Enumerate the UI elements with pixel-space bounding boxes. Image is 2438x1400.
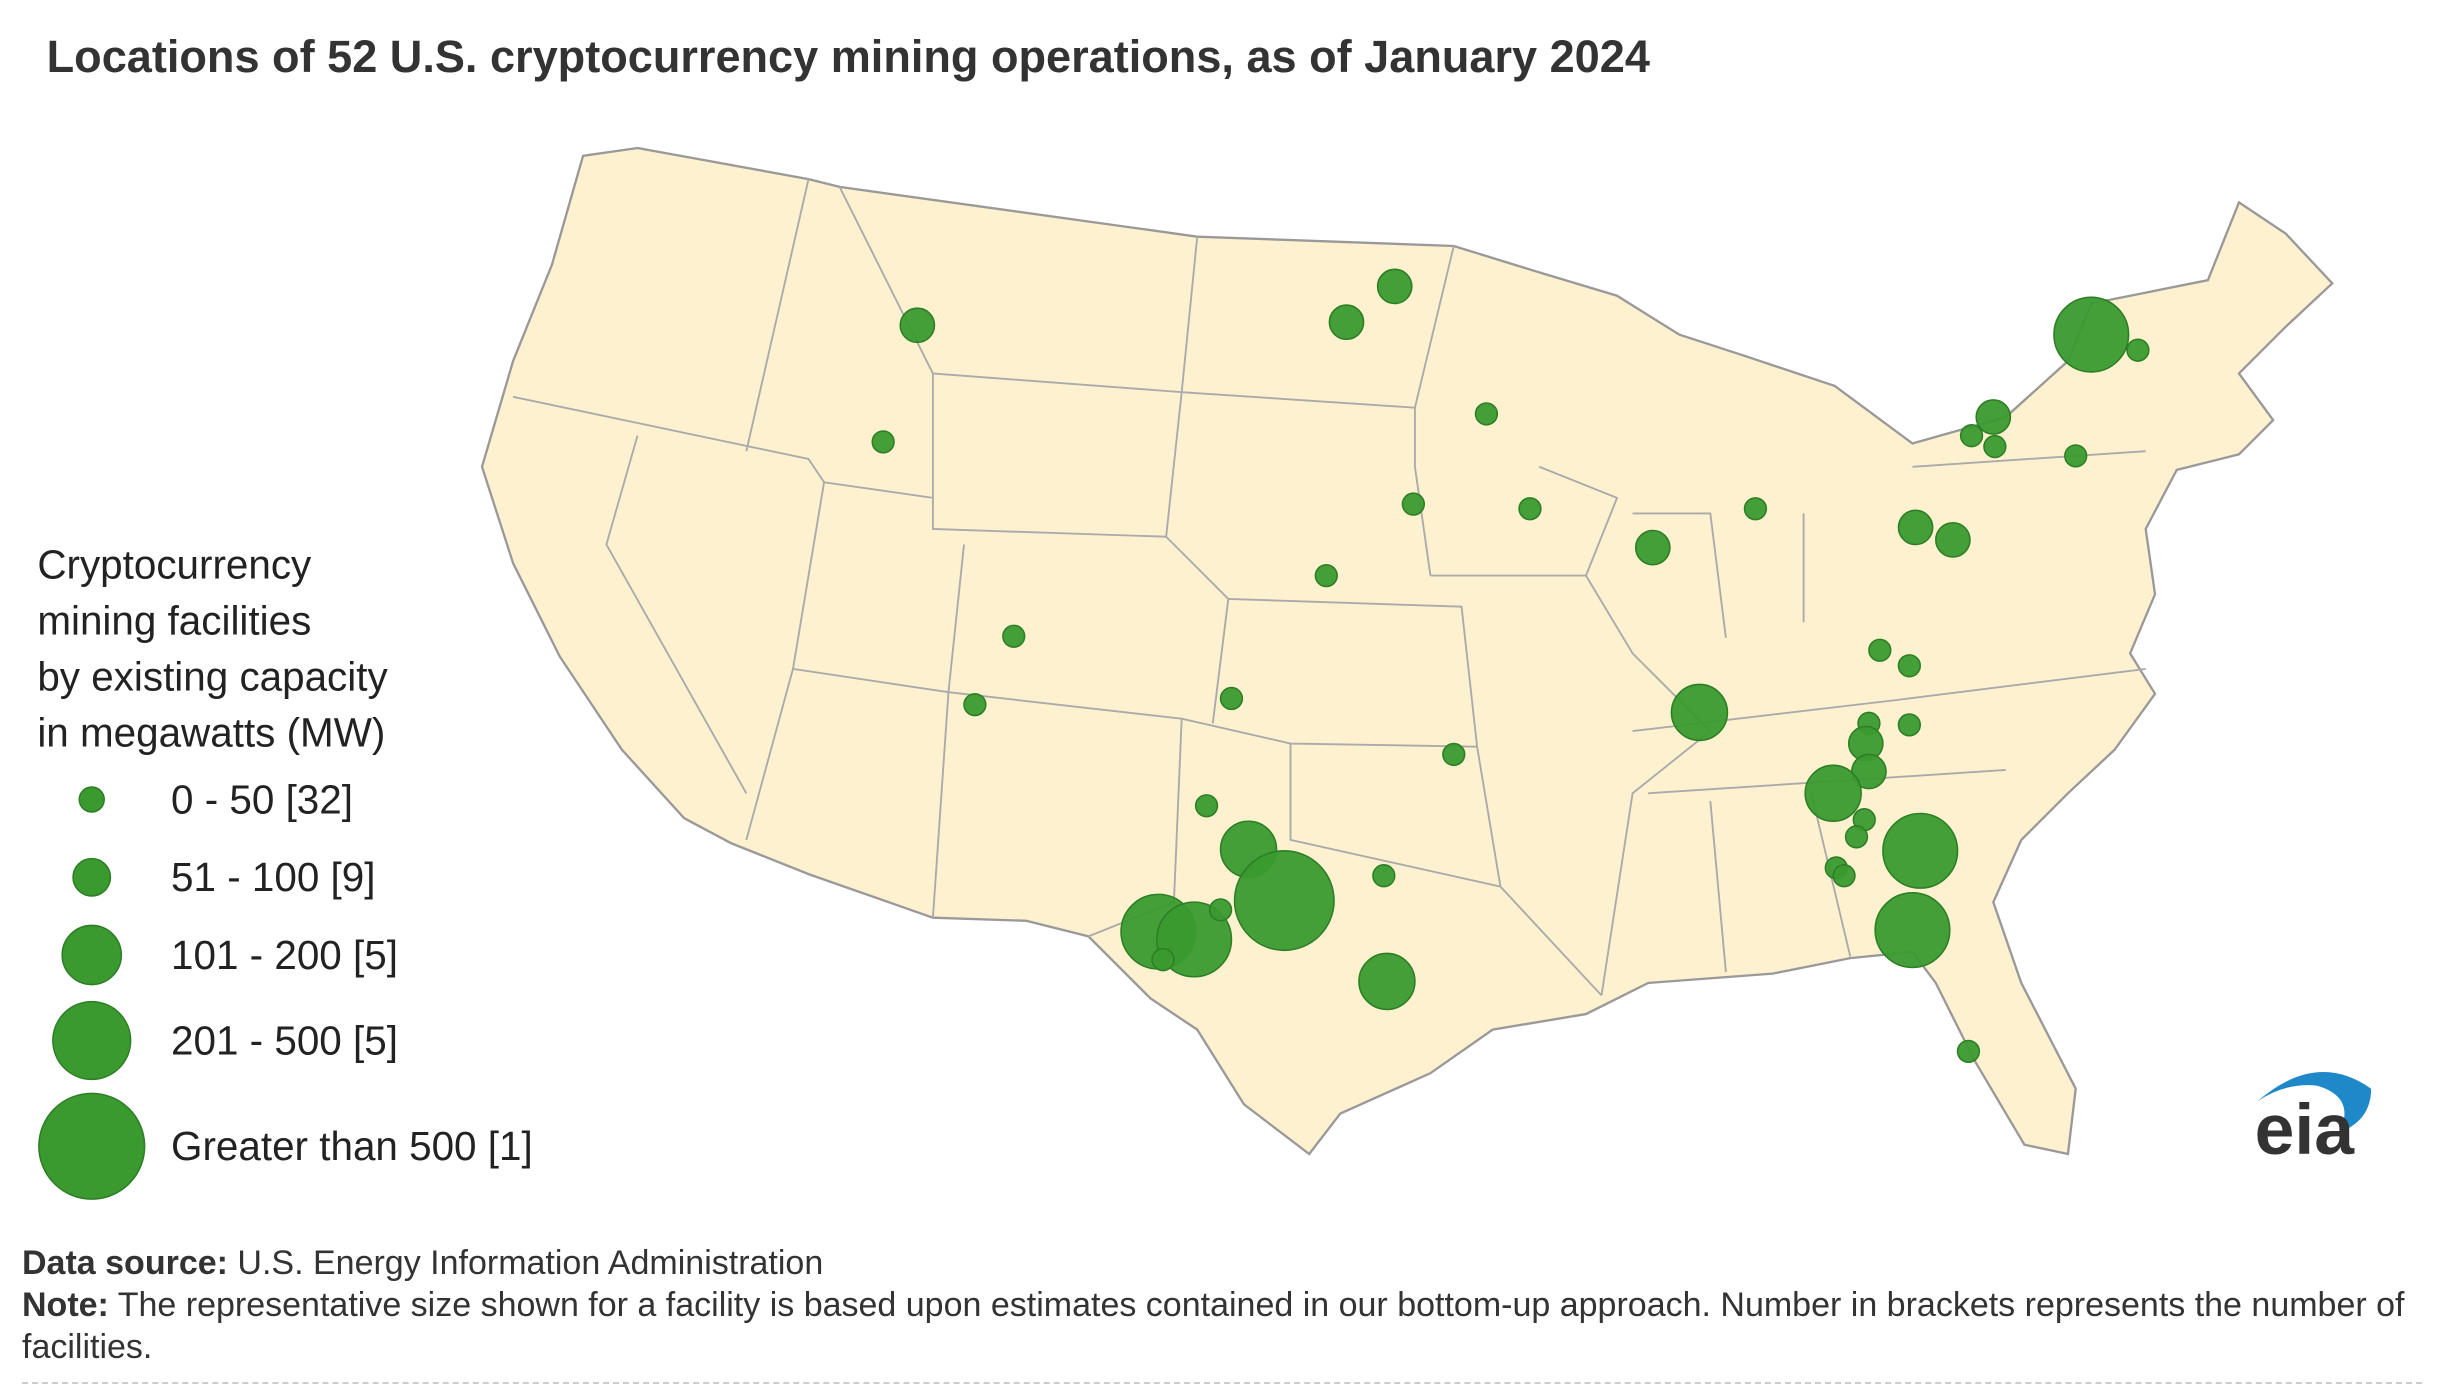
facility-marker [1314,563,1338,588]
facility-marker [1844,825,1869,849]
logo-arc [2257,1071,2372,1133]
facility-marker [2126,338,2150,362]
legend-title: by existing capacity [37,654,388,700]
legend-title: in megawatts (MW) [37,710,385,756]
facility-markers [871,268,2150,1064]
source-label: Data source: [22,1244,228,1282]
title: Locations of 52 U.S. cryptocurrency mini… [47,31,1650,82]
facility-marker [1897,654,1922,678]
facility-marker [1868,638,1892,662]
note-label: Note: [22,1286,109,1324]
facility-marker [1002,624,1026,648]
legend-title: mining facilities [37,598,311,644]
facility-marker [1874,892,1951,969]
facility-marker [1194,794,1219,818]
legend-symbol [78,786,105,813]
note: The representative size shown for a faci… [22,1286,2405,1366]
facility-marker [1156,901,1233,978]
facility-marker [2064,444,2088,468]
facility-marker [871,430,895,454]
divider [22,1382,2422,1384]
legend-symbol [52,1000,132,1081]
facility-marker [1401,492,1426,516]
facility-marker [1372,864,1396,888]
legend-title: Cryptocurrency [37,542,312,588]
facility-marker [1328,304,1365,341]
facility-marker [1219,686,1244,711]
source: U.S. Energy Information Administration [237,1244,824,1282]
facility-marker [1743,497,1768,521]
logo-text: eia [2255,1090,2356,1170]
facility-marker [1956,1039,1981,1064]
legend-symbol [38,1092,146,1200]
legend-label: 101 - 200 [5] [171,932,398,978]
facility-marker [1959,424,1984,448]
facility-marker [1151,947,1175,972]
legend-label: 201 - 500 [5] [171,1018,398,1064]
facility-marker [1897,509,1934,546]
facility-marker [899,307,936,344]
facility-marker [1474,402,1499,426]
facility-marker [1208,898,1233,922]
facility-marker [1634,529,1671,566]
facility-marker [1935,521,1971,558]
note-line: Note: The representative size shown for … [22,1284,2422,1368]
facility-marker [1670,683,1729,742]
facility-marker [1376,268,1413,305]
facility-marker [1882,812,1959,889]
legend-symbol [72,857,112,897]
facility-marker [1358,952,1416,1011]
facility-marker [1832,864,1856,888]
facility-marker [1983,434,2007,459]
facility-marker [963,693,987,717]
legend-label: 0 - 50 [32] [171,777,353,823]
legend-label: 51 - 100 [9] [171,854,375,900]
facility-marker [1804,764,1862,823]
facility-marker [2053,296,2130,373]
source-line: Data source: U.S. Energy Information Adm… [22,1242,2422,1284]
us-outline [480,146,2334,1156]
facility-marker [1442,742,1466,767]
facility-marker [1233,850,1335,952]
facility-marker [1975,399,2012,435]
facility-marker [1518,497,1542,521]
legend-symbol [61,924,123,986]
facility-marker [1897,713,1922,737]
footer: Data source: U.S. Energy Information Adm… [22,1242,2422,1368]
legend-label: Greater than 500 [1] [171,1123,533,1169]
legend: Cryptocurrency mining facilities by existi… [37,542,533,1200]
